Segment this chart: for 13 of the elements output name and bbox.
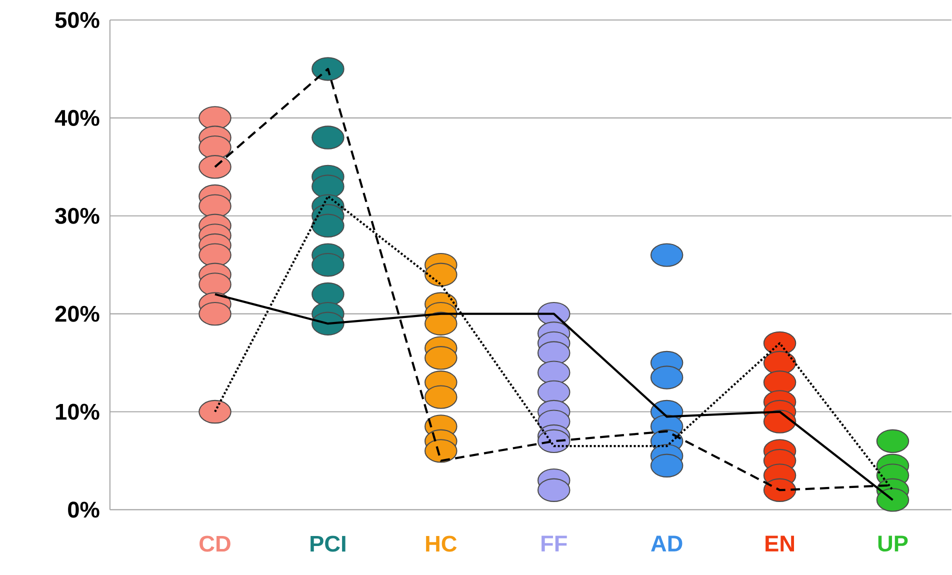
x-tick-label: PCI bbox=[310, 536, 346, 552]
x-tick-label: AD bbox=[651, 536, 682, 552]
x-tick-label: EN bbox=[766, 536, 794, 552]
x-tick-label: UP bbox=[878, 536, 908, 552]
y-tick-label: 20% bbox=[55, 306, 100, 322]
y-tick-label: 30% bbox=[55, 208, 100, 224]
x-tick-label: FF bbox=[542, 536, 567, 552]
y-tick-label: 40% bbox=[54, 110, 100, 126]
y-tick-label: 50% bbox=[55, 12, 100, 28]
y-tick-label: 0% bbox=[68, 502, 100, 518]
y-tick-label: 10% bbox=[56, 404, 100, 420]
x-tick-label: HC bbox=[426, 536, 457, 552]
x-tick-label: CD bbox=[200, 536, 230, 552]
